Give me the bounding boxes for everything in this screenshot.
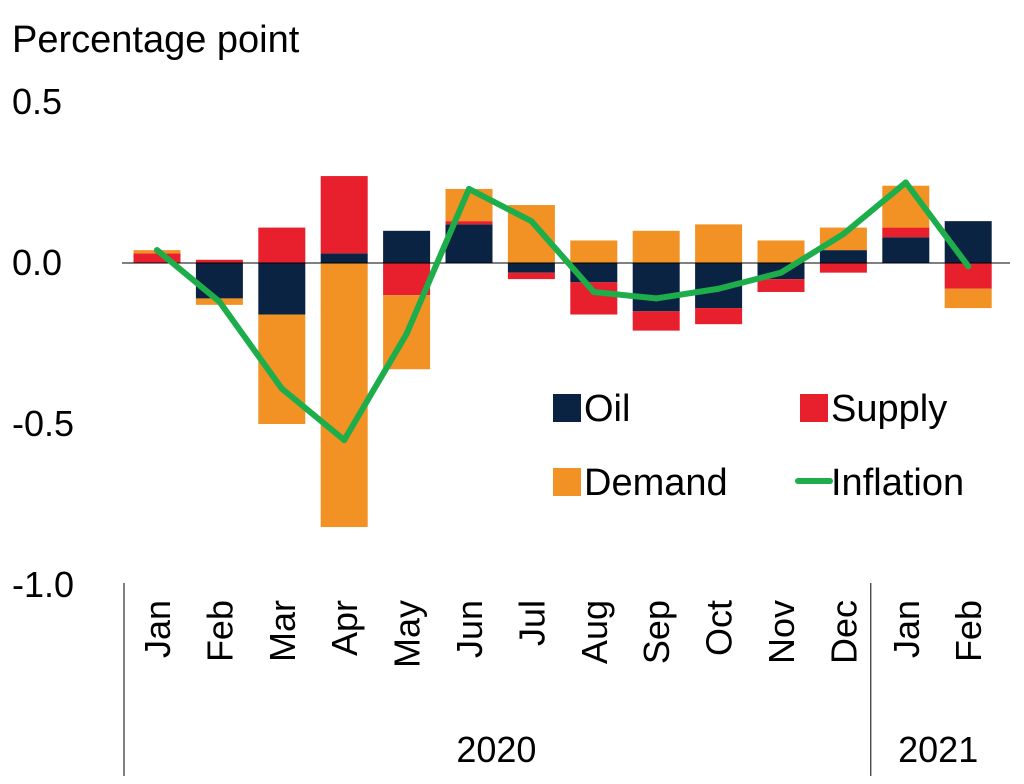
x-tick-label: May [387, 600, 428, 668]
x-tick-label: Apr [324, 600, 365, 656]
x-tick-label: Feb [199, 600, 240, 662]
inflation-point-3 [341, 437, 348, 444]
year-label: 2021 [898, 729, 978, 770]
inflation-point-12 [902, 179, 909, 186]
bar-supply-6 [507, 272, 555, 280]
x-tick-label: Aug [574, 600, 615, 664]
x-tick-label: Jun [449, 600, 490, 658]
x-axis: 2020 2021 Jan Feb Mar Apr May Jun Jul Aug Sep Oct No… [123, 583, 989, 776]
x-tick-label: Jul [511, 600, 552, 646]
bar-supply-8 [632, 311, 680, 331]
bar-supply-3 [320, 176, 368, 254]
bar-demand-7 [570, 240, 618, 263]
inflation-point-7 [590, 288, 597, 295]
y-tick-label: 0.5 [12, 81, 62, 122]
x-tick-label: Mar [262, 600, 303, 662]
bar-oil-4 [383, 230, 431, 263]
bar-supply-5 [445, 221, 493, 225]
bar-supply-1 [195, 259, 243, 263]
x-tick-label: Jan [886, 600, 927, 658]
bar-oil-8 [632, 263, 680, 312]
legend: Oil Supply Demand Inflation [553, 388, 964, 504]
bar-demand-13 [944, 288, 992, 309]
bar-supply-10 [757, 279, 805, 292]
x-tick-label: Feb [948, 600, 989, 662]
legend-label-supply: Supply [831, 388, 947, 430]
bar-oil-2 [258, 263, 306, 315]
inflation-point-6 [528, 218, 535, 225]
bar-demand-3 [320, 263, 368, 528]
y-tick-label: 0.0 [12, 242, 62, 283]
inflation-line [154, 179, 972, 444]
x-tick-label: Oct [699, 600, 740, 656]
y-tick-label: -1.0 [12, 564, 74, 605]
bar-demand-9 [695, 224, 743, 263]
bar-supply-4 [383, 263, 431, 296]
inflation-point-2 [278, 385, 285, 392]
legend-label-demand: Demand [584, 462, 728, 504]
y-axis-ticks: 0.5 0.0 -0.5 -1.0 [12, 81, 74, 605]
x-tick-label: Sep [636, 600, 677, 664]
legend-label-oil: Oil [584, 388, 630, 430]
bar-oil-1 [195, 263, 243, 299]
bar-oil-6 [507, 263, 555, 273]
legend-swatch-demand [553, 468, 581, 496]
y-axis-label: Percentage point [12, 19, 300, 61]
bar-oil-11 [819, 250, 867, 263]
bars [133, 176, 992, 528]
inflation-point-11 [840, 231, 847, 238]
bar-supply-0 [133, 253, 181, 263]
legend-swatch-oil [553, 394, 581, 422]
inflation-point-4 [403, 330, 410, 337]
bar-oil-3 [320, 253, 368, 263]
inflation-point-9 [715, 285, 722, 292]
bar-supply-12 [882, 227, 930, 238]
bar-demand-10 [757, 240, 805, 263]
x-tick-label: Dec [823, 600, 864, 664]
x-tick-label: Nov [761, 600, 802, 664]
inflation-point-13 [965, 263, 972, 270]
legend-swatch-supply [800, 394, 828, 422]
year-label: 2020 [456, 729, 536, 770]
y-tick-label: -0.5 [12, 403, 74, 444]
inflation-point-1 [216, 298, 223, 305]
inflation-point-5 [466, 185, 472, 192]
inflation-point-10 [778, 269, 784, 276]
bar-oil-12 [882, 237, 930, 263]
inflation-line-group [154, 179, 972, 444]
legend-label-inflation: Inflation [831, 462, 964, 504]
x-tick-label: Jan [137, 600, 178, 658]
inflation-point-8 [653, 295, 660, 302]
inflation-point-0 [154, 247, 160, 254]
bar-supply-2 [258, 227, 306, 263]
bar-supply-11 [819, 263, 867, 273]
bar-demand-8 [632, 230, 680, 263]
bar-supply-9 [695, 308, 743, 325]
bar-supply-7 [570, 282, 618, 315]
